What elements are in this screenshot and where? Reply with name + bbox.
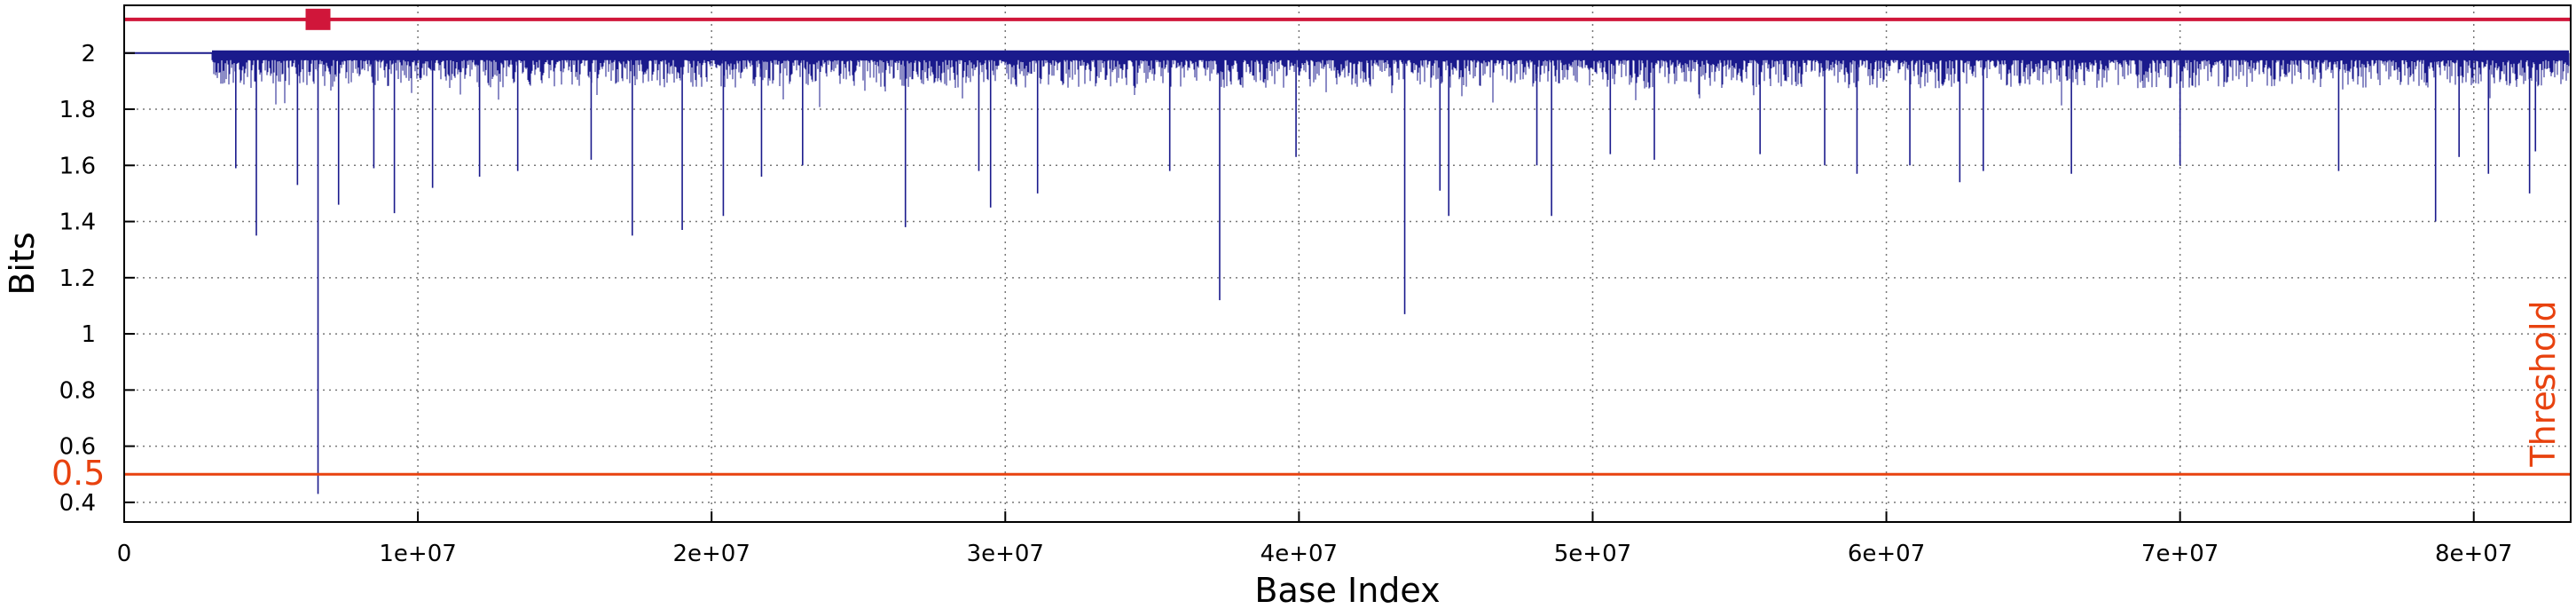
x-tick-label: 6e+07	[1848, 541, 1925, 567]
series-band	[212, 50, 2569, 57]
x-ticks: 0 1e+07 2e+07 3e+07 4e+07 5e+07 6e+07 7e+07 8e+0…	[117, 511, 2512, 567]
x-axis-label: Base Index	[1254, 571, 1440, 609]
y-tick-label: 1.6	[59, 153, 96, 179]
axes	[123, 4, 2572, 523]
x-tick-label: 3e+07	[967, 541, 1044, 567]
y-axis-label: Bits	[3, 232, 42, 295]
x-tick-label: 2e+07	[672, 541, 750, 567]
series-noise	[211, 52, 2570, 107]
threshold-value-label: 0.5	[51, 454, 105, 493]
x-tick-label: 8e+07	[2435, 541, 2512, 567]
y-tick-label: 1.2	[59, 265, 96, 292]
grid	[124, 5, 2571, 522]
x-tick-label: 1e+07	[379, 541, 456, 567]
x-tick-label: 4e+07	[1261, 541, 1338, 567]
y-tick-label: 0.4	[59, 490, 96, 517]
threshold-annotation: Threshold	[2524, 300, 2563, 467]
y-tick-label: 1.8	[59, 97, 96, 123]
x-tick-label: 7e+07	[2141, 541, 2219, 567]
reference-lines	[124, 8, 2571, 476]
series-bits	[124, 50, 2570, 494]
x-tick-label: 5e+07	[1554, 541, 1631, 567]
y-tick-label: 1.4	[59, 210, 96, 236]
y-tick-label: 2	[81, 41, 96, 67]
y-ticks: 0.4 0.6 0.8 1 1.2 1.4 1.6 1.8 2	[59, 41, 135, 517]
y-tick-label: 1	[81, 321, 96, 348]
x-tick-label: 0	[117, 541, 132, 567]
top-line-marker	[305, 8, 331, 30]
y-tick-label: 0.8	[59, 377, 96, 404]
plot-frame	[123, 4, 2572, 523]
y-tick-label: 0.6	[59, 434, 96, 461]
